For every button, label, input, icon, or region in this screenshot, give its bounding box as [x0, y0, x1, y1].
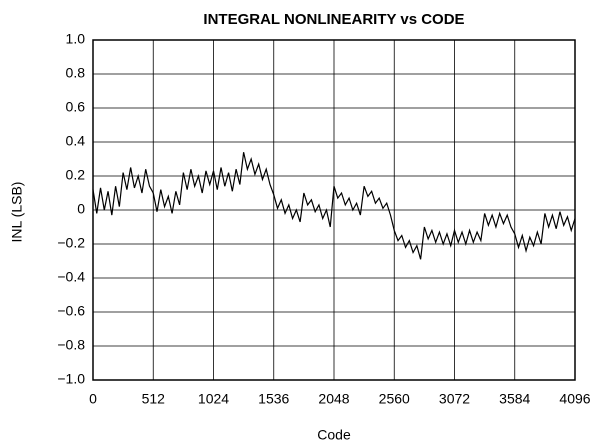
y-tick-label: −0.4	[57, 269, 85, 285]
x-tick-label: 2560	[379, 391, 410, 407]
x-axis-label: Code	[317, 427, 351, 443]
x-tick-label: 4096	[559, 391, 590, 407]
y-tick-label: 0.8	[66, 65, 86, 81]
x-tick-label: 3584	[499, 391, 530, 407]
y-tick-label: 1.0	[66, 31, 86, 47]
x-tick-label: 512	[142, 391, 166, 407]
x-tick-label: 3072	[439, 391, 470, 407]
chart-title: INTEGRAL NONLINEARITY vs CODE	[203, 11, 464, 28]
x-tick-label: 2048	[318, 391, 349, 407]
x-tick-label: 1536	[258, 391, 289, 407]
y-axis-label: INL (LSB)	[9, 182, 25, 243]
plot-frame	[92, 39, 576, 381]
y-tick-label: −0.8	[57, 337, 85, 353]
y-tick-label: −1.0	[57, 371, 85, 387]
y-tick-label: −0.6	[57, 303, 85, 319]
y-tick-label: −0.2	[57, 235, 85, 251]
y-tick-label: 0.4	[66, 133, 86, 149]
y-tick-label: 0.2	[66, 167, 86, 183]
y-tick-label: 0.6	[66, 99, 86, 115]
data-line	[92, 152, 576, 260]
y-tick-label: 0	[77, 201, 85, 217]
x-tick-label: 1024	[198, 391, 229, 407]
x-tick-label: 0	[89, 391, 97, 407]
